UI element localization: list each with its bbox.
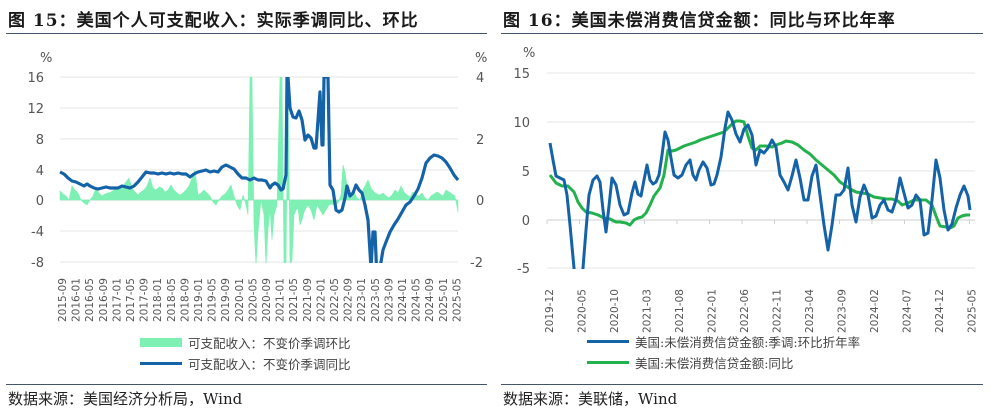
svg-text:-5: -5 <box>517 262 530 277</box>
svg-text:2019-05: 2019-05 <box>207 278 219 322</box>
left-yaxis-ticks: 16 12 8 4 0 -4 -8 <box>27 71 44 271</box>
left-legend: 可支配收入：不变价季调环比 可支配收入：不变价季调同比 <box>140 332 351 374</box>
left-yoy-line-series <box>59 77 460 263</box>
svg-text:2024-05: 2024-05 <box>411 278 423 322</box>
svg-text:2020-01: 2020-01 <box>234 278 246 322</box>
right-title-divider <box>501 33 983 34</box>
left-legend-item-mom: 可支配收入：不变价季调环比 <box>140 332 351 353</box>
right-legend: 美国:未偿消费信贷金额:季调:环比折年率 美国:未偿消费信贷金额:同比 <box>587 331 860 373</box>
svg-text:0: 0 <box>36 194 44 209</box>
line-swatch-icon <box>140 362 182 365</box>
svg-text:2022-01: 2022-01 <box>707 289 719 333</box>
right-data-source: 数据来源：美联储，Wind <box>503 390 678 408</box>
svg-text:2023-05: 2023-05 <box>370 278 382 322</box>
svg-text:2025-05: 2025-05 <box>451 278 463 322</box>
svg-text:4: 4 <box>36 164 44 179</box>
svg-text:2021-03: 2021-03 <box>642 289 654 333</box>
right-yaxis-unit: % <box>523 46 535 61</box>
left-figure-title: 图 15：美国个人可支配收入：实际季调同比、环比 <box>8 11 419 31</box>
svg-text:2022-09: 2022-09 <box>343 278 355 322</box>
right-xaxis-ticks: 2019-12 2020-05 2020-10 2021-03 2021-08 … <box>544 289 979 333</box>
area-swatch-icon <box>140 338 182 347</box>
svg-text:0: 0 <box>476 194 484 209</box>
svg-text:2020-09: 2020-09 <box>261 278 273 322</box>
left-legend-item-yoy: 可支配收入：不变价季调同比 <box>140 353 351 374</box>
svg-text:2022-06: 2022-06 <box>739 289 751 333</box>
svg-text:2021-08: 2021-08 <box>674 289 686 333</box>
svg-text:10: 10 <box>513 116 530 131</box>
svg-text:2018-09: 2018-09 <box>179 278 191 322</box>
svg-text:2020-10: 2020-10 <box>609 289 621 333</box>
right-source-divider <box>501 384 983 385</box>
svg-text:2025-05: 2025-05 <box>967 289 979 333</box>
svg-text:-2: -2 <box>470 256 483 271</box>
svg-text:2020-05: 2020-05 <box>577 289 589 333</box>
svg-text:2024-12: 2024-12 <box>934 289 946 333</box>
svg-text:4: 4 <box>476 71 484 86</box>
svg-text:2019-09: 2019-09 <box>220 278 232 322</box>
svg-text:2019-01: 2019-01 <box>193 278 205 322</box>
left-yaxis-unit: % <box>40 51 52 66</box>
svg-text:2023-09: 2023-09 <box>837 289 849 333</box>
left-data-source: 数据来源：美国经济分析局，Wind <box>8 390 243 408</box>
right-chart: % 15 10 5 0 -5 2019-12 2020-05 2020-10 2… <box>513 46 979 333</box>
left-figure-panel: 图 15：美国个人可支配收入：实际季调同比、环比 % % 16 12 8 4 0… <box>0 0 495 411</box>
right-figure-panel: 图 16：美国未偿消费信贷金额：同比与环比年率 <box>495 0 991 411</box>
svg-text:2018-05: 2018-05 <box>166 278 178 322</box>
right-figure-title: 图 16：美国未偿消费信贷金额：同比与环比年率 <box>503 11 896 31</box>
svg-text:2019-12: 2019-12 <box>544 289 556 333</box>
right-yoy-line-series <box>548 119 970 230</box>
svg-text:2016-05: 2016-05 <box>84 278 96 322</box>
svg-text:2018-01: 2018-01 <box>152 278 164 322</box>
svg-text:8: 8 <box>36 133 44 148</box>
svg-text:12: 12 <box>27 102 44 117</box>
svg-text:16: 16 <box>27 71 44 86</box>
svg-text:2016-01: 2016-01 <box>71 278 83 322</box>
svg-text:2: 2 <box>476 133 484 148</box>
svg-text:2016-09: 2016-09 <box>98 278 110 322</box>
svg-text:2023-01: 2023-01 <box>356 278 368 322</box>
left-y2axis-unit: % <box>475 51 487 66</box>
svg-text:2023-09: 2023-09 <box>383 278 395 322</box>
left-source-divider <box>6 384 487 385</box>
svg-text:15: 15 <box>513 67 530 82</box>
line-swatch-icon <box>587 340 629 343</box>
right-legend-item-yoy: 美国:未偿消费信贷金额:同比 <box>587 352 860 373</box>
line-swatch-icon <box>587 361 629 364</box>
left-title-divider <box>6 33 487 34</box>
left-xaxis-ticks: 2015-09 2016-01 2016-05 2016-09 2017-01 … <box>57 278 463 322</box>
svg-text:2024-09: 2024-09 <box>424 278 436 322</box>
svg-text:2021-05: 2021-05 <box>288 278 300 322</box>
svg-text:2024-01: 2024-01 <box>397 278 409 322</box>
svg-text:2020-05: 2020-05 <box>247 278 259 322</box>
left-gridlines <box>60 76 458 263</box>
svg-text:2017-01: 2017-01 <box>111 278 123 322</box>
svg-text:-8: -8 <box>31 256 44 271</box>
left-y2axis-ticks: 4 2 0 -2 <box>470 71 484 271</box>
svg-text:2015-09: 2015-09 <box>57 278 69 322</box>
svg-text:2023-04: 2023-04 <box>804 289 816 333</box>
svg-text:2024-07: 2024-07 <box>902 289 914 333</box>
svg-text:2022-01: 2022-01 <box>315 278 327 322</box>
svg-text:2024-02: 2024-02 <box>869 289 881 333</box>
svg-text:-4: -4 <box>31 225 44 240</box>
svg-text:2022-05: 2022-05 <box>329 278 341 322</box>
left-chart: % % 16 12 8 4 0 -4 -8 4 2 0 -2 <box>27 51 487 322</box>
svg-text:2022-11: 2022-11 <box>772 289 784 333</box>
right-legend-item-mom-annualized: 美国:未偿消费信贷金额:季调:环比折年率 <box>587 331 860 352</box>
right-mom-annualized-line-series <box>548 110 972 269</box>
svg-text:2025-01: 2025-01 <box>438 278 450 322</box>
svg-text:2021-09: 2021-09 <box>302 278 314 322</box>
svg-text:2017-05: 2017-05 <box>125 278 137 322</box>
svg-text:2017-09: 2017-09 <box>139 278 151 322</box>
right-gridlines <box>547 72 975 269</box>
svg-text:0: 0 <box>522 214 530 229</box>
right-yaxis-ticks: 15 10 5 0 -5 <box>513 67 530 277</box>
svg-text:5: 5 <box>522 165 530 180</box>
svg-text:2021-01: 2021-01 <box>275 278 287 322</box>
left-mom-area-series <box>59 77 459 263</box>
